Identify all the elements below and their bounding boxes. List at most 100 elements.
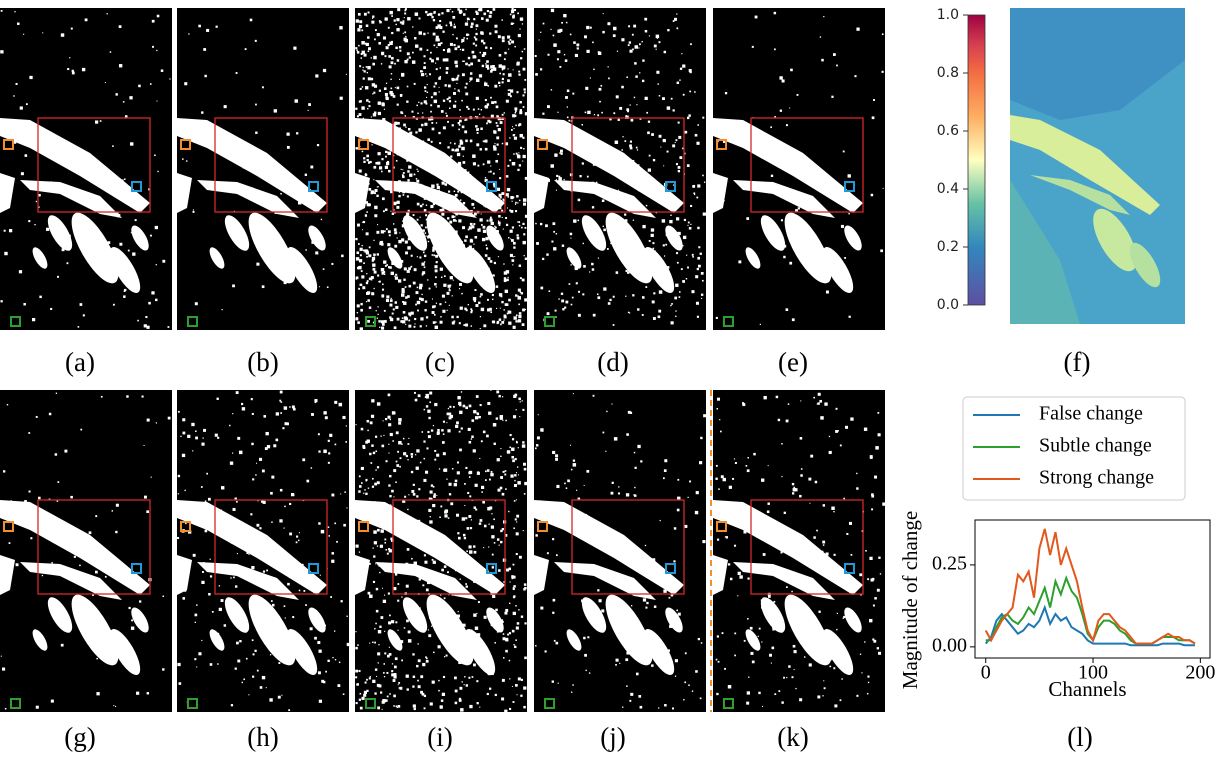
noise bbox=[751, 660, 755, 664]
noise bbox=[401, 596, 403, 598]
noise bbox=[484, 147, 488, 151]
noise bbox=[154, 225, 158, 230]
noise bbox=[324, 624, 327, 627]
noise bbox=[239, 625, 242, 628]
noise bbox=[474, 641, 477, 645]
noise bbox=[398, 421, 402, 425]
noise bbox=[504, 611, 508, 615]
noise bbox=[679, 67, 683, 70]
noise bbox=[254, 39, 257, 42]
noise bbox=[462, 249, 465, 252]
noise bbox=[514, 107, 518, 111]
noise bbox=[407, 459, 409, 461]
noise bbox=[204, 74, 207, 78]
noise bbox=[537, 414, 539, 416]
noise bbox=[713, 565, 716, 568]
noise bbox=[454, 47, 458, 51]
noise bbox=[405, 674, 409, 678]
noise bbox=[381, 323, 385, 326]
noise bbox=[370, 77, 374, 81]
noise bbox=[729, 577, 733, 581]
noise bbox=[637, 308, 640, 311]
noise bbox=[717, 660, 720, 663]
noise bbox=[420, 298, 424, 302]
noise bbox=[727, 685, 732, 689]
noise bbox=[446, 177, 448, 179]
noise bbox=[810, 454, 814, 458]
noise bbox=[181, 453, 186, 458]
noise bbox=[493, 130, 496, 133]
noise bbox=[439, 19, 442, 23]
change-region bbox=[844, 225, 862, 251]
noise bbox=[366, 122, 369, 126]
noise bbox=[562, 308, 565, 311]
noise bbox=[394, 275, 396, 278]
noise bbox=[467, 629, 471, 633]
noise bbox=[396, 200, 400, 204]
noise bbox=[410, 453, 414, 456]
noise bbox=[365, 232, 369, 236]
noise bbox=[369, 128, 374, 132]
noise bbox=[501, 39, 505, 43]
noise bbox=[483, 547, 485, 549]
noise bbox=[508, 310, 512, 314]
noise bbox=[418, 297, 422, 300]
noise bbox=[767, 465, 769, 467]
noise bbox=[355, 147, 358, 150]
noise bbox=[448, 289, 451, 292]
change-region bbox=[286, 629, 318, 675]
noise bbox=[303, 590, 306, 592]
noise bbox=[389, 494, 392, 498]
noise bbox=[499, 168, 501, 170]
noise bbox=[378, 166, 383, 170]
noise bbox=[451, 11, 454, 13]
noise bbox=[501, 69, 504, 71]
noise bbox=[28, 490, 31, 493]
noise bbox=[516, 221, 518, 223]
noise bbox=[747, 456, 749, 459]
change-region bbox=[197, 180, 299, 218]
noise bbox=[484, 177, 487, 179]
noise bbox=[56, 236, 58, 239]
noise bbox=[699, 252, 702, 255]
noise bbox=[440, 245, 443, 248]
noise bbox=[501, 19, 503, 21]
noise bbox=[583, 265, 586, 268]
noise bbox=[425, 393, 429, 398]
noise bbox=[403, 147, 406, 151]
noise bbox=[563, 53, 566, 56]
noise bbox=[458, 249, 462, 253]
noise bbox=[469, 629, 473, 633]
noise bbox=[630, 237, 632, 240]
noise bbox=[446, 614, 448, 616]
noise bbox=[411, 234, 414, 238]
noise bbox=[450, 502, 454, 506]
noise bbox=[593, 68, 595, 71]
change-map bbox=[713, 390, 886, 712]
noise bbox=[442, 420, 445, 423]
noise bbox=[503, 315, 507, 319]
noise bbox=[514, 479, 516, 482]
noise bbox=[252, 572, 255, 574]
noise bbox=[356, 251, 360, 255]
noise bbox=[727, 563, 731, 566]
noise bbox=[491, 293, 494, 297]
noise bbox=[629, 49, 633, 53]
noise bbox=[500, 455, 502, 458]
noise bbox=[388, 423, 392, 427]
noise bbox=[577, 198, 581, 202]
noise bbox=[355, 424, 357, 426]
noise bbox=[546, 312, 550, 316]
noise bbox=[355, 669, 359, 673]
noise bbox=[70, 495, 73, 499]
noise bbox=[459, 247, 462, 250]
noise bbox=[448, 190, 451, 193]
noise bbox=[366, 159, 369, 162]
noise bbox=[662, 97, 665, 101]
noise bbox=[472, 162, 477, 166]
noise bbox=[393, 705, 395, 707]
noise bbox=[479, 706, 481, 708]
noise bbox=[378, 280, 381, 283]
noise bbox=[395, 264, 397, 266]
noise bbox=[450, 262, 454, 266]
